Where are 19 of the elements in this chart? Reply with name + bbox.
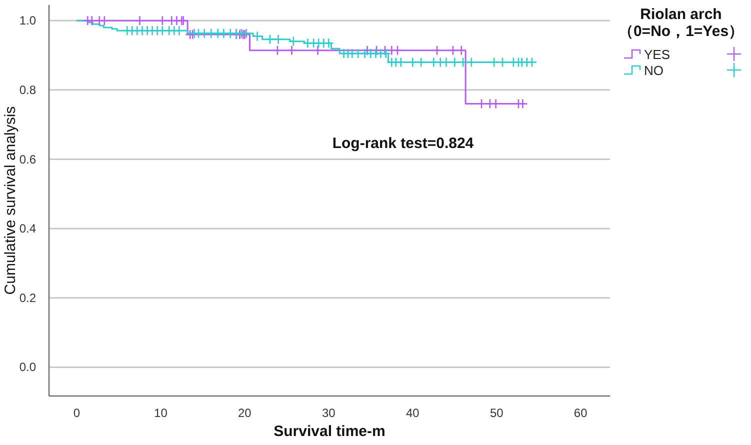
annotation: Log-rank test=0.824 bbox=[332, 135, 474, 152]
x-tick-label: 40 bbox=[406, 406, 420, 420]
x-tick-label: 10 bbox=[154, 406, 168, 420]
legend-label: YES bbox=[644, 47, 670, 62]
y-tick-label: 0.8 bbox=[19, 82, 36, 97]
legend-title: Riolan arch（0=No，1=Yes） bbox=[617, 6, 745, 40]
x-axis-title: Survival time-m bbox=[274, 423, 386, 440]
x-tick-label: 30 bbox=[322, 406, 336, 420]
y-axis-title: Cumulative survival analysis bbox=[2, 106, 19, 295]
x-tick-label: 20 bbox=[238, 406, 252, 420]
x-tick-label: 50 bbox=[490, 406, 504, 420]
legend-label: NO bbox=[644, 63, 664, 78]
y-tick-label: 0.4 bbox=[19, 222, 36, 236]
y-tick-label: 1.0 bbox=[19, 14, 36, 28]
y-tick-label: 0.2 bbox=[19, 290, 36, 305]
y-tick-label: 0.6 bbox=[19, 152, 36, 166]
x-tick-label: 60 bbox=[574, 406, 588, 420]
y-tick-label: 0.0 bbox=[19, 360, 36, 374]
x-tick-label: 0 bbox=[73, 406, 80, 420]
